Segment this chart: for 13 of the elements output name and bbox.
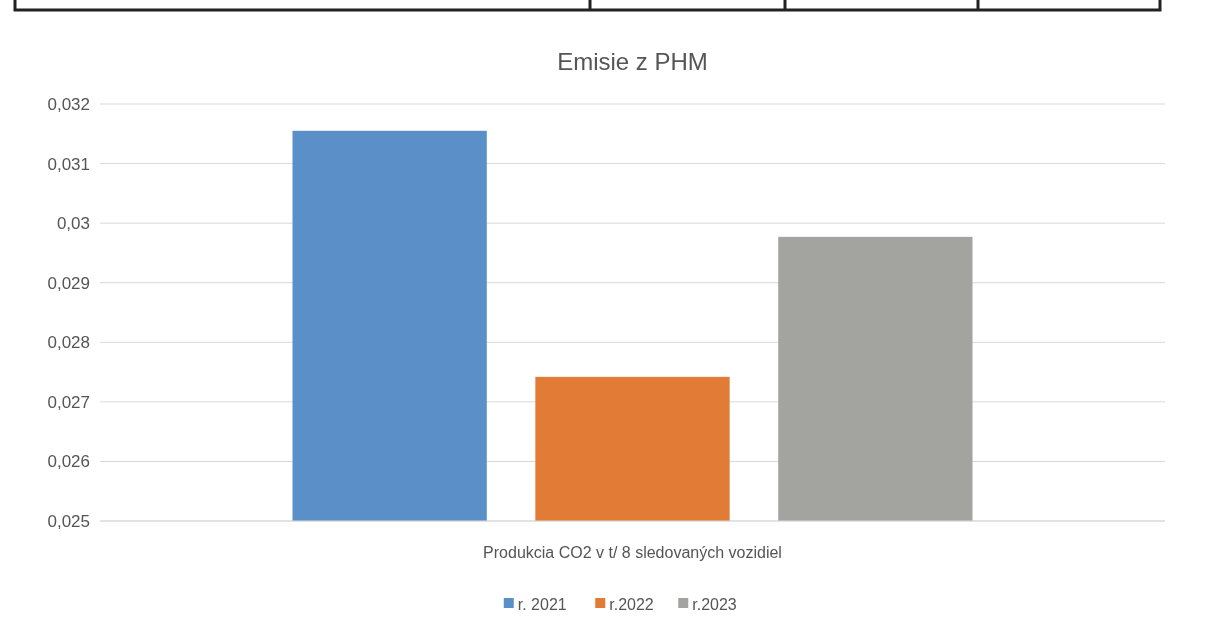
y-tick-label: 0,026: [47, 452, 90, 472]
y-tick-label: 0,029: [47, 273, 90, 293]
y-tick-label: 0,025: [47, 511, 90, 531]
x-tick-label: Produkcia CO2 v t/ 8 sledovaných vozidiel: [483, 544, 782, 561]
y-tick-label: 0,03: [56, 214, 90, 234]
chart-title: Emisie z PHM: [557, 48, 708, 75]
y-tick-label: 0,031: [47, 154, 90, 174]
y-tick-label: 0,032: [47, 94, 90, 114]
legend-label: r. 2021: [517, 595, 567, 613]
y-tick-label: 0,028: [47, 333, 90, 353]
y-tick-label: 0,027: [47, 392, 90, 412]
legend-label: r.2022: [609, 595, 654, 613]
legend-label: r.2023: [692, 595, 737, 613]
